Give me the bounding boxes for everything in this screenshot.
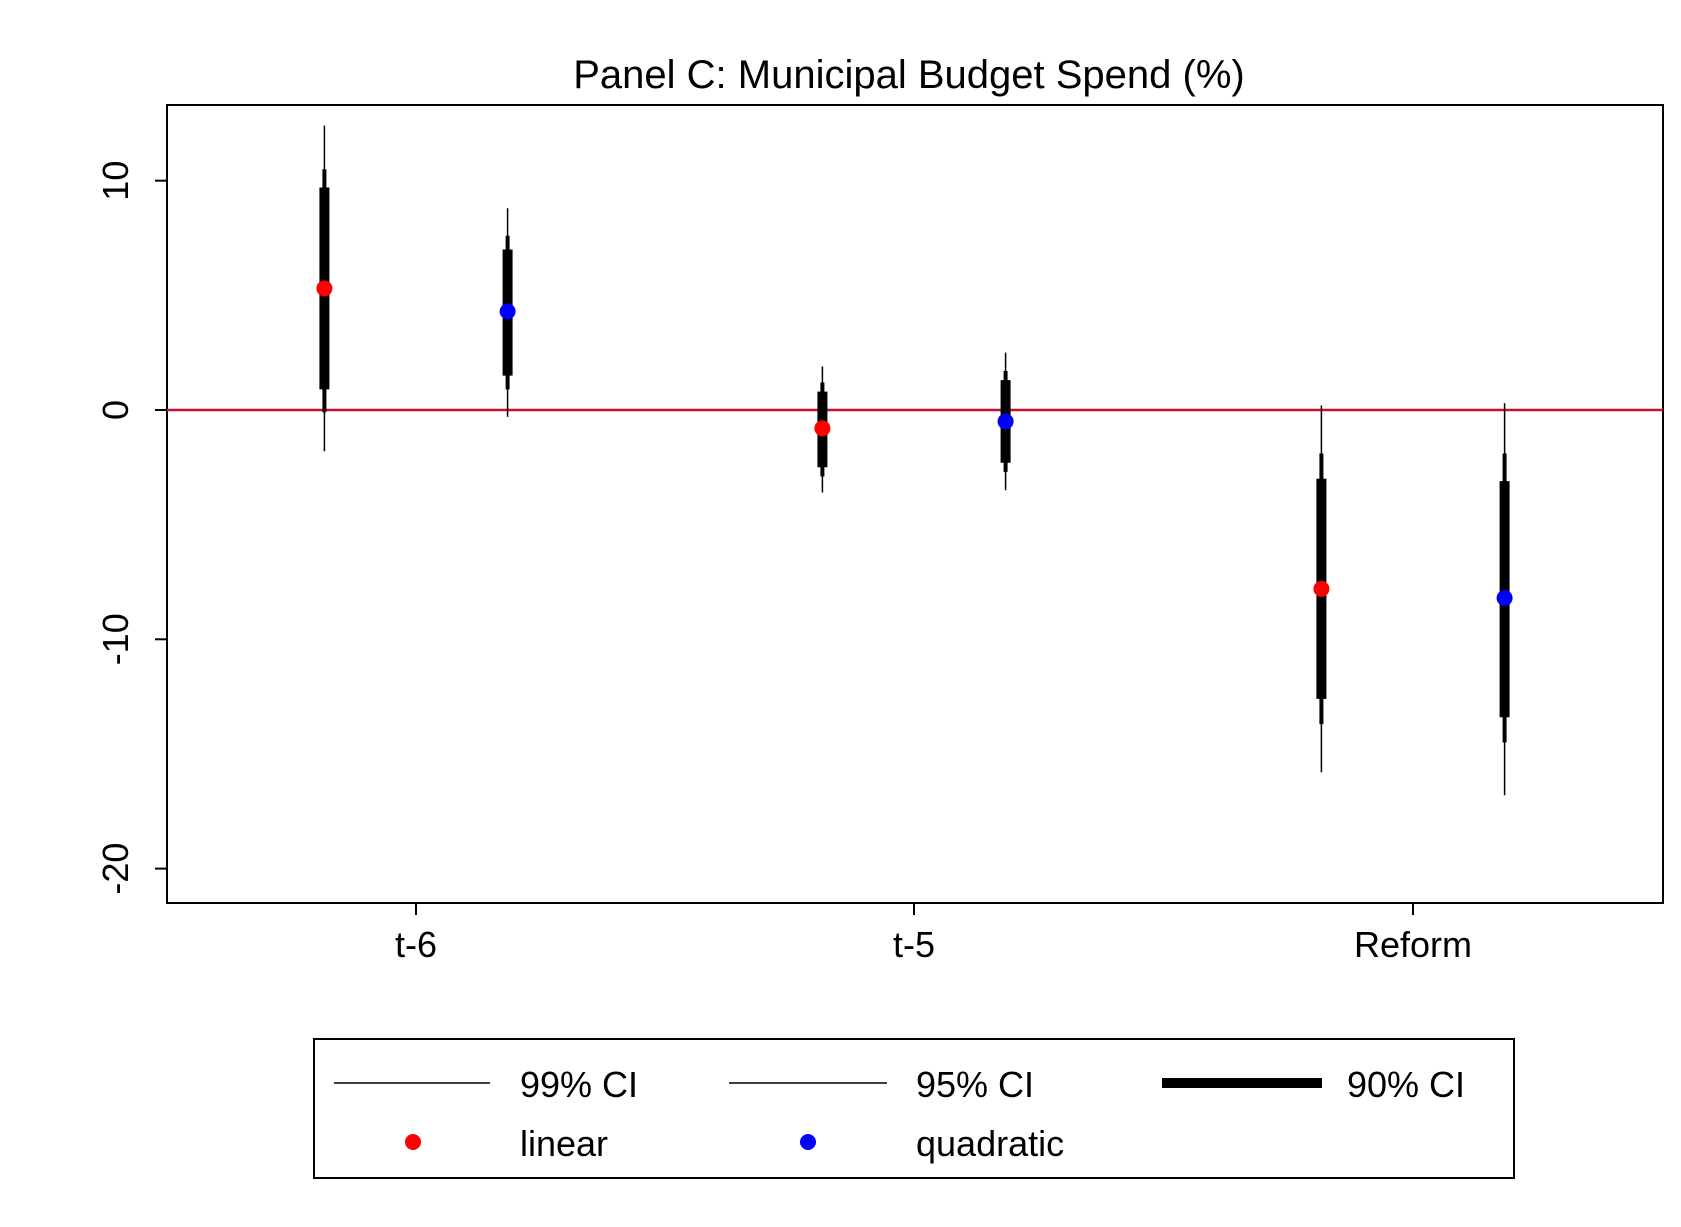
estimate-group-linear: [814, 366, 831, 493]
y-tick-label: 0: [95, 400, 136, 420]
legend-linear-label: linear: [520, 1123, 608, 1164]
legend-ci90-label: 90% CI: [1347, 1064, 1465, 1105]
chart-title: Panel C: Municipal Budget Spend (%): [573, 53, 1244, 97]
plot-frame: [166, 104, 1664, 904]
y-tick-label: 10: [95, 161, 136, 201]
legend-linear-marker: [405, 1134, 421, 1150]
estimate-group-quadratic: [1496, 403, 1513, 796]
estimate-group-quadratic: [997, 352, 1014, 491]
estimate-group-linear: [1313, 405, 1330, 773]
legend: 99% CI 95% CI 90% CI linear quadratic: [313, 1038, 1515, 1179]
x-tick-label: Reform: [1354, 924, 1472, 965]
point-estimate-linear: [814, 420, 831, 437]
point-estimate-linear: [316, 280, 333, 297]
x-tick-label: t-5: [893, 924, 935, 965]
marks-layer: [316, 125, 1513, 796]
point-estimate-quadratic: [997, 413, 1014, 430]
estimate-group-linear: [316, 125, 333, 452]
legend-quadratic-label: quadratic: [916, 1123, 1064, 1164]
legend-ci95-label: 95% CI: [916, 1064, 1034, 1105]
legend-ci99-label: 99% CI: [520, 1064, 638, 1105]
estimate-group-quadratic: [499, 208, 516, 417]
x-axis: t-6 t-5 Reform: [395, 903, 1472, 965]
point-estimate-quadratic: [499, 303, 516, 320]
x-tick-label: t-6: [395, 924, 437, 965]
legend-quadratic-marker: [800, 1134, 816, 1150]
point-estimate-quadratic: [1496, 590, 1513, 607]
y-tick-label: -20: [95, 843, 136, 895]
y-axis: 10 0 -10 -20: [95, 161, 167, 895]
point-estimate-linear: [1313, 580, 1330, 597]
legend-frame: [313, 1038, 1515, 1179]
y-tick-label: -10: [95, 613, 136, 665]
